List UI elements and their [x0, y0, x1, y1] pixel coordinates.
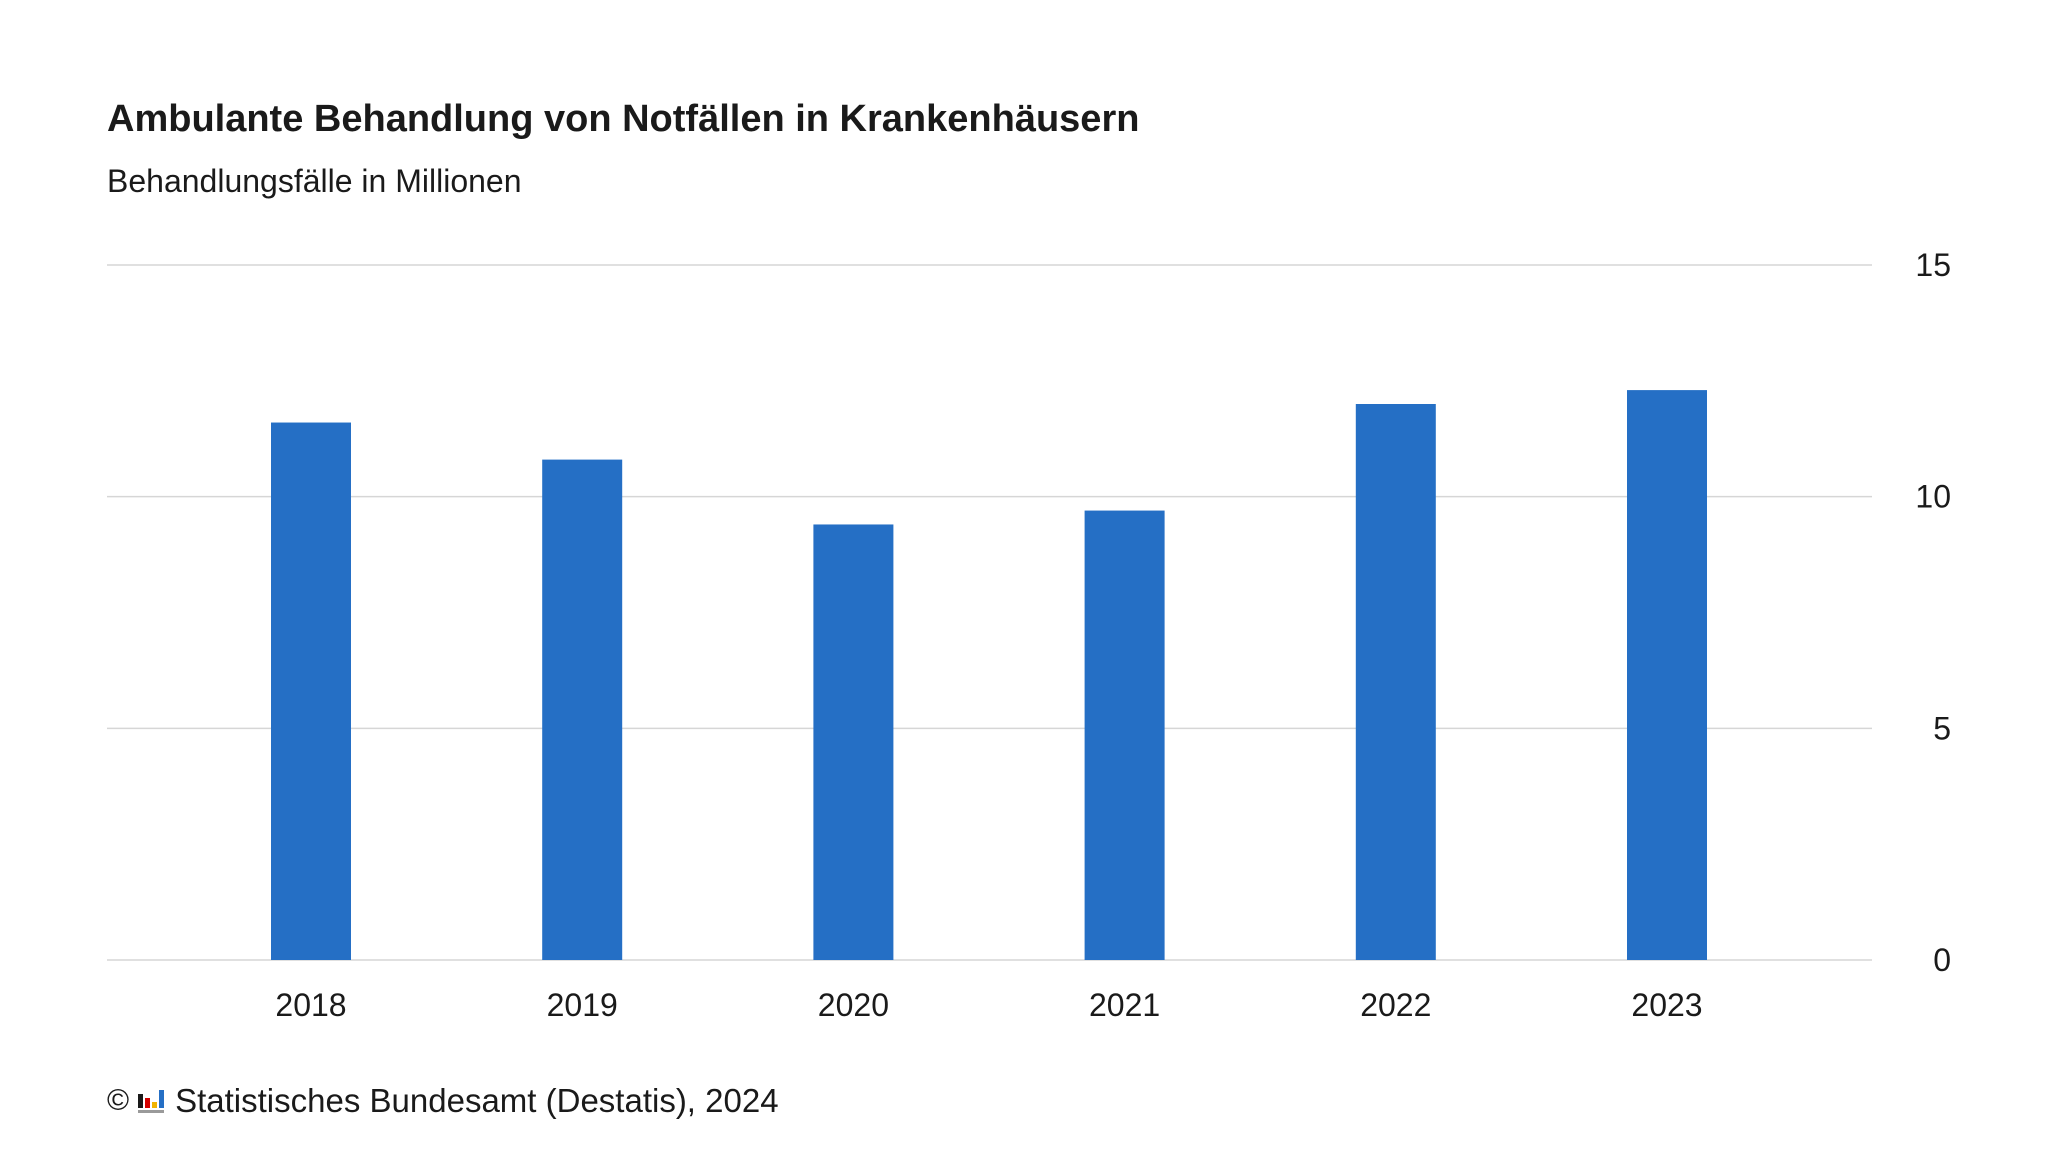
x-tick-label: 2018: [275, 987, 346, 1023]
y-tick-label: 5: [1933, 710, 1951, 746]
gridlines: [107, 264, 1872, 961]
bar-2022: [1355, 404, 1436, 960]
bar-2018: [271, 422, 351, 960]
bar-2020: [813, 524, 894, 960]
bar-2023: [1627, 390, 1707, 961]
x-axis-labels: 2018 2019 2020 2021 2022 2023: [275, 987, 1702, 1023]
bar-2019: [542, 459, 623, 960]
chart-title: Ambulante Behandlung von Notfällen in Kr…: [107, 98, 1140, 140]
bars: [271, 390, 1707, 961]
source-footer: © Statistisches Bundesamt (Destatis), 20…: [107, 1082, 779, 1120]
bar-2021: [1084, 510, 1165, 960]
copyright-icon: ©: [107, 1084, 130, 1117]
x-tick-label: 2023: [1631, 987, 1702, 1023]
x-tick-label: 2022: [1360, 987, 1431, 1023]
y-axis-labels: 0 5 10 15: [1915, 247, 1951, 978]
y-tick-label: 15: [1915, 247, 1951, 283]
destatis-bar-logo-icon: [138, 1090, 165, 1113]
source-text: Statistisches Bundesamt (Destatis), 2024: [175, 1082, 779, 1119]
y-tick-label: 0: [1933, 942, 1951, 978]
x-tick-label: 2021: [1089, 987, 1160, 1023]
y-tick-label: 10: [1915, 479, 1951, 515]
x-tick-label: 2020: [818, 987, 889, 1023]
chart-subtitle: Behandlungsfälle in Millionen: [107, 163, 522, 199]
x-tick-label: 2019: [547, 987, 618, 1023]
